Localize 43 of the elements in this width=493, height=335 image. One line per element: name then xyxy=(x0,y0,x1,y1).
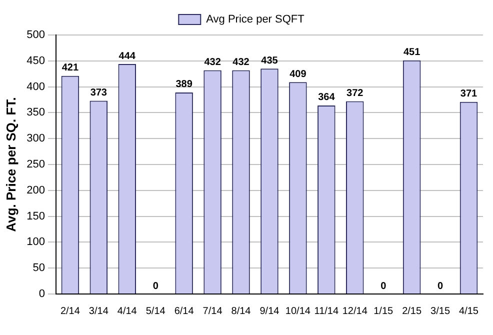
data-label: 389 xyxy=(176,79,193,90)
data-label: 371 xyxy=(460,88,478,100)
x-tick-label: 3/14 xyxy=(88,306,109,317)
data-label: 409 xyxy=(290,68,307,80)
y-tick-label: 350 xyxy=(26,106,45,119)
data-label: 444 xyxy=(118,50,136,62)
y-tick-label: 300 xyxy=(26,132,45,145)
y-tick-label: 150 xyxy=(26,210,45,222)
x-tick-label: 7/14 xyxy=(202,306,223,317)
data-label: 0 xyxy=(152,280,159,292)
data-label: 432 xyxy=(204,56,222,68)
x-tick-label: 8/14 xyxy=(231,306,252,317)
x-tick-label: 9/14 xyxy=(260,306,280,317)
data-label: 373 xyxy=(90,88,108,99)
data-label: 435 xyxy=(261,55,278,66)
y-tick-label: 50 xyxy=(32,262,45,274)
y-tick-label: 100 xyxy=(26,236,45,248)
data-label: 0 xyxy=(380,280,387,292)
x-tick-label: 2/14 xyxy=(60,306,80,317)
data-label: 451 xyxy=(403,47,421,58)
data-label: 364 xyxy=(318,92,336,104)
x-tick-label: 2/15 xyxy=(402,306,422,317)
y-tick-label: 200 xyxy=(26,184,45,196)
y-tick-label: 250 xyxy=(26,158,45,171)
x-tick-label: 6/14 xyxy=(174,306,194,317)
y-tick-label: 500 xyxy=(26,29,45,42)
data-label: 372 xyxy=(346,88,364,100)
legend-label: Avg Price per SQFT xyxy=(206,14,305,26)
x-tick-label: 5/14 xyxy=(146,306,166,317)
x-tick-label: 11/14 xyxy=(314,306,339,317)
y-axis-title: Avg. Price per SQ. FT. xyxy=(3,97,18,232)
y-tick-label: 450 xyxy=(26,54,45,67)
x-tick-label: 4/15 xyxy=(459,306,479,317)
data-label: 0 xyxy=(438,280,444,292)
x-tick-label: 1/15 xyxy=(374,306,394,317)
x-tick-label: 10/14 xyxy=(285,306,311,317)
x-tick-label: 4/14 xyxy=(117,306,138,317)
x-tick-label: 3/15 xyxy=(430,306,450,317)
y-tick-label: 400 xyxy=(26,80,45,93)
data-label: 432 xyxy=(232,56,250,68)
y-tick-label: 0 xyxy=(38,288,45,300)
data-label: 421 xyxy=(62,62,79,74)
x-tick-label: 12/14 xyxy=(342,306,368,317)
